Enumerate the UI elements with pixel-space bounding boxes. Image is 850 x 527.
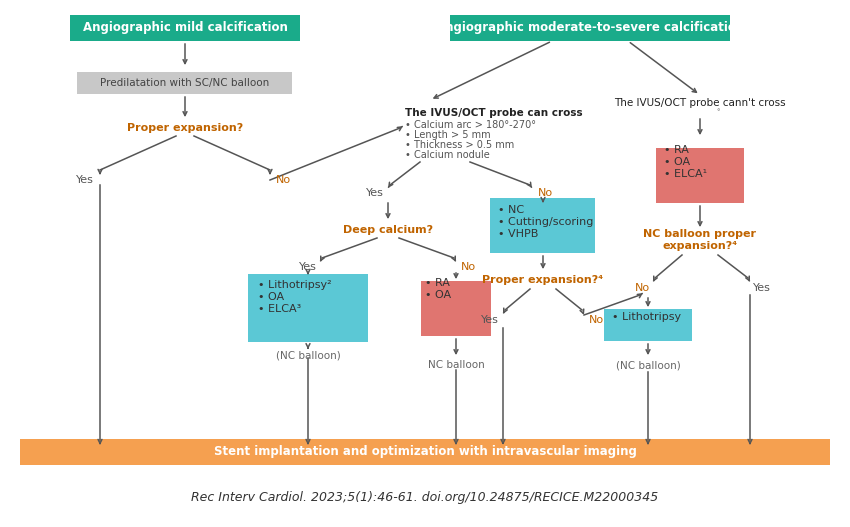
Text: NC balloon proper
expansion?⁴: NC balloon proper expansion?⁴ (643, 229, 756, 251)
Text: Yes: Yes (366, 188, 384, 198)
Text: Rec Interv Cardiol. 2023;5(1):46-61. doi.org/10.24875/RECICE.M22000345: Rec Interv Cardiol. 2023;5(1):46-61. doi… (191, 492, 659, 504)
Text: °: ° (717, 109, 720, 115)
Text: • Thickness > 0.5 mm: • Thickness > 0.5 mm (405, 140, 514, 150)
Text: • OA: • OA (664, 157, 690, 167)
Text: Deep calcium?: Deep calcium? (343, 225, 433, 235)
FancyBboxPatch shape (77, 72, 292, 94)
Text: Yes: Yes (299, 262, 317, 272)
Text: Predilatation with SC/NC balloon: Predilatation with SC/NC balloon (100, 78, 269, 88)
Text: Yes: Yes (481, 315, 499, 325)
Text: The IVUS/OCT probe cann't cross: The IVUS/OCT probe cann't cross (615, 98, 785, 108)
Text: Proper expansion?: Proper expansion? (127, 123, 243, 133)
FancyBboxPatch shape (70, 15, 300, 41)
FancyBboxPatch shape (421, 280, 491, 336)
Text: Angiographic mild calcification: Angiographic mild calcification (82, 22, 287, 34)
Text: NC balloon: NC balloon (428, 360, 484, 370)
Text: • OA: • OA (258, 292, 284, 302)
Text: Yes: Yes (753, 283, 771, 293)
Text: No: No (275, 175, 291, 185)
Text: • ELCA³: • ELCA³ (258, 304, 301, 314)
Text: • Length > 5 mm: • Length > 5 mm (405, 130, 490, 140)
Text: • VHPB: • VHPB (498, 229, 538, 239)
Text: • Lithotripsy: • Lithotripsy (612, 312, 681, 322)
Text: Angiographic moderate-to-severe calcification: Angiographic moderate-to-severe calcific… (436, 22, 744, 34)
Text: • Calcium nodule: • Calcium nodule (405, 150, 490, 160)
Text: • RA: • RA (425, 278, 450, 288)
Text: • Cutting/scoring: • Cutting/scoring (498, 217, 593, 227)
Text: Yes: Yes (76, 175, 94, 185)
Text: (NC balloon): (NC balloon) (615, 360, 680, 370)
Text: • NC: • NC (498, 205, 524, 215)
Text: • OA: • OA (425, 290, 451, 300)
Text: Proper expansion?⁴: Proper expansion?⁴ (483, 275, 604, 285)
FancyBboxPatch shape (248, 274, 368, 342)
Text: The IVUS/OCT probe can cross: The IVUS/OCT probe can cross (405, 108, 582, 118)
Text: No: No (634, 283, 649, 293)
Text: (NC balloon): (NC balloon) (275, 350, 340, 360)
Text: No: No (537, 188, 553, 198)
FancyBboxPatch shape (490, 198, 596, 252)
FancyBboxPatch shape (450, 15, 730, 41)
FancyBboxPatch shape (20, 439, 830, 465)
Text: • Lithotripsy²: • Lithotripsy² (258, 280, 332, 290)
Text: • Calcium arc > 180°-270°: • Calcium arc > 180°-270° (405, 120, 536, 130)
Text: • RA: • RA (664, 145, 688, 155)
Text: • ELCA¹: • ELCA¹ (664, 169, 707, 179)
FancyBboxPatch shape (656, 148, 744, 202)
Text: No: No (461, 262, 475, 272)
Text: No: No (588, 315, 604, 325)
FancyBboxPatch shape (604, 309, 692, 341)
Text: Stent implantation and optimization with intravascular imaging: Stent implantation and optimization with… (213, 445, 637, 458)
